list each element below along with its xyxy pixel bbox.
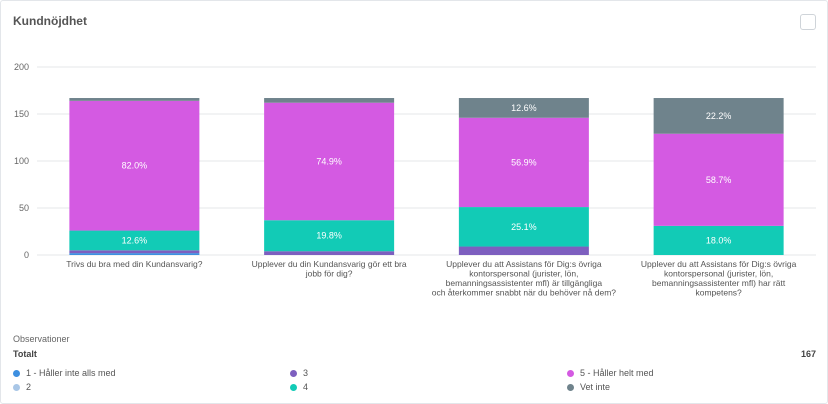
x-category-label: Trivs du bra med din Kundansvarig? [66,259,203,269]
y-tick-label: 200 [14,62,29,72]
x-category-label-line: kontorspersonal (jurister, lön, [469,269,578,279]
x-category-label-line: och återkommer snabbt när du behöver nå … [432,288,617,298]
x-category-label: Upplever du att Assistans för Dig:s övri… [432,259,617,298]
bar-segment [458,98,589,118]
data-label: 58.7% [706,175,732,185]
bar-segment [264,251,395,255]
bar-segment [458,117,589,208]
legend-item-1[interactable]: 1 - Håller inte alls med [13,368,116,378]
legend-item-6[interactable]: Vet inte [567,382,610,392]
data-label: 74.9% [316,156,342,166]
legend-label-5: 5 - Håller helt med [580,368,654,378]
bar-segment [264,220,395,252]
x-category-label-line: Trivs du bra med din Kundansvarig? [66,259,203,269]
total-label: Totalt [13,349,37,359]
bar-segment [69,100,200,231]
page-title: Kundnöjdhet [13,14,87,28]
data-label: 22.2% [706,111,732,121]
x-category-label: Upplever du att Assistans för Dig:s övri… [641,259,797,298]
legend-swatch-6 [567,383,574,391]
total-value: 167 [800,349,816,359]
bar-segment [264,98,395,103]
bar-segment [264,102,395,221]
legend-item-2[interactable]: 2 [13,382,31,392]
legend-label-4: 4 [303,382,309,392]
legend-swatch-2 [13,383,20,391]
legend-label-6: Vet inte [580,382,611,392]
x-category-label-line: bemanningsassistenter mfl) är tillgängli… [446,278,603,288]
card-option-checkbox[interactable] [800,14,816,30]
x-category-label-line: Upplever du att Assistans för Dig:s övri… [446,259,602,269]
bar-segment [458,246,589,255]
legend-swatch-1 [13,369,20,377]
x-category-label-line: kompetens? [695,288,742,298]
y-tick-label: 50 [19,203,29,213]
bar-segment [653,98,784,134]
x-category-label-line: bemanningsassistenter mfl) har rätt [652,278,786,288]
x-category-label-line: jobb för dig? [305,269,353,279]
legend-item-5[interactable]: 5 - Håller helt med [567,368,654,378]
data-label: 25.1% [511,222,537,232]
x-category-label-line: Upplever du din Kundansvarig gör ett bra [252,259,407,269]
legend-item-3[interactable]: 3 [290,368,308,378]
legend-label-2: 2 [26,382,32,392]
data-label: 12.6% [511,103,537,113]
bar-segment [458,207,589,247]
legend-swatch-4 [290,383,297,391]
bar-segment [653,133,784,226]
bar-segment [69,230,200,251]
data-label: 82.0% [122,161,148,171]
legend-item-4[interactable]: 4 [290,382,308,392]
x-category-label: Upplever du din Kundansvarig gör ett bra… [252,259,407,279]
bar-segment [69,250,200,254]
data-label: 18.0% [706,235,732,245]
bar-segment [653,225,784,255]
legend-swatch-5 [567,369,574,377]
bar-segment [69,253,200,255]
bar-segment [69,98,200,101]
stacked-bar-chart: 0 50 100 150 200 12.6% 82.0% Trivs du bra med d… [14,62,816,298]
y-tick-label: 0 [24,250,29,260]
y-tick-label: 150 [14,109,29,119]
legend-swatch-3 [290,369,297,377]
data-label: 56.9% [511,157,537,167]
y-tick-label: 100 [14,156,29,166]
data-label: 12.6% [122,235,148,245]
data-label: 19.8% [316,231,342,241]
x-category-label-line: Upplever du att Assistans för Dig:s övri… [641,259,797,269]
legend-label-1: 1 - Håller inte alls med [26,368,116,378]
observations-label: Observationer [13,334,70,344]
legend-label-3: 3 [303,368,309,378]
x-category-label-line: kontorspersonal (jurister, lön, [664,269,773,279]
